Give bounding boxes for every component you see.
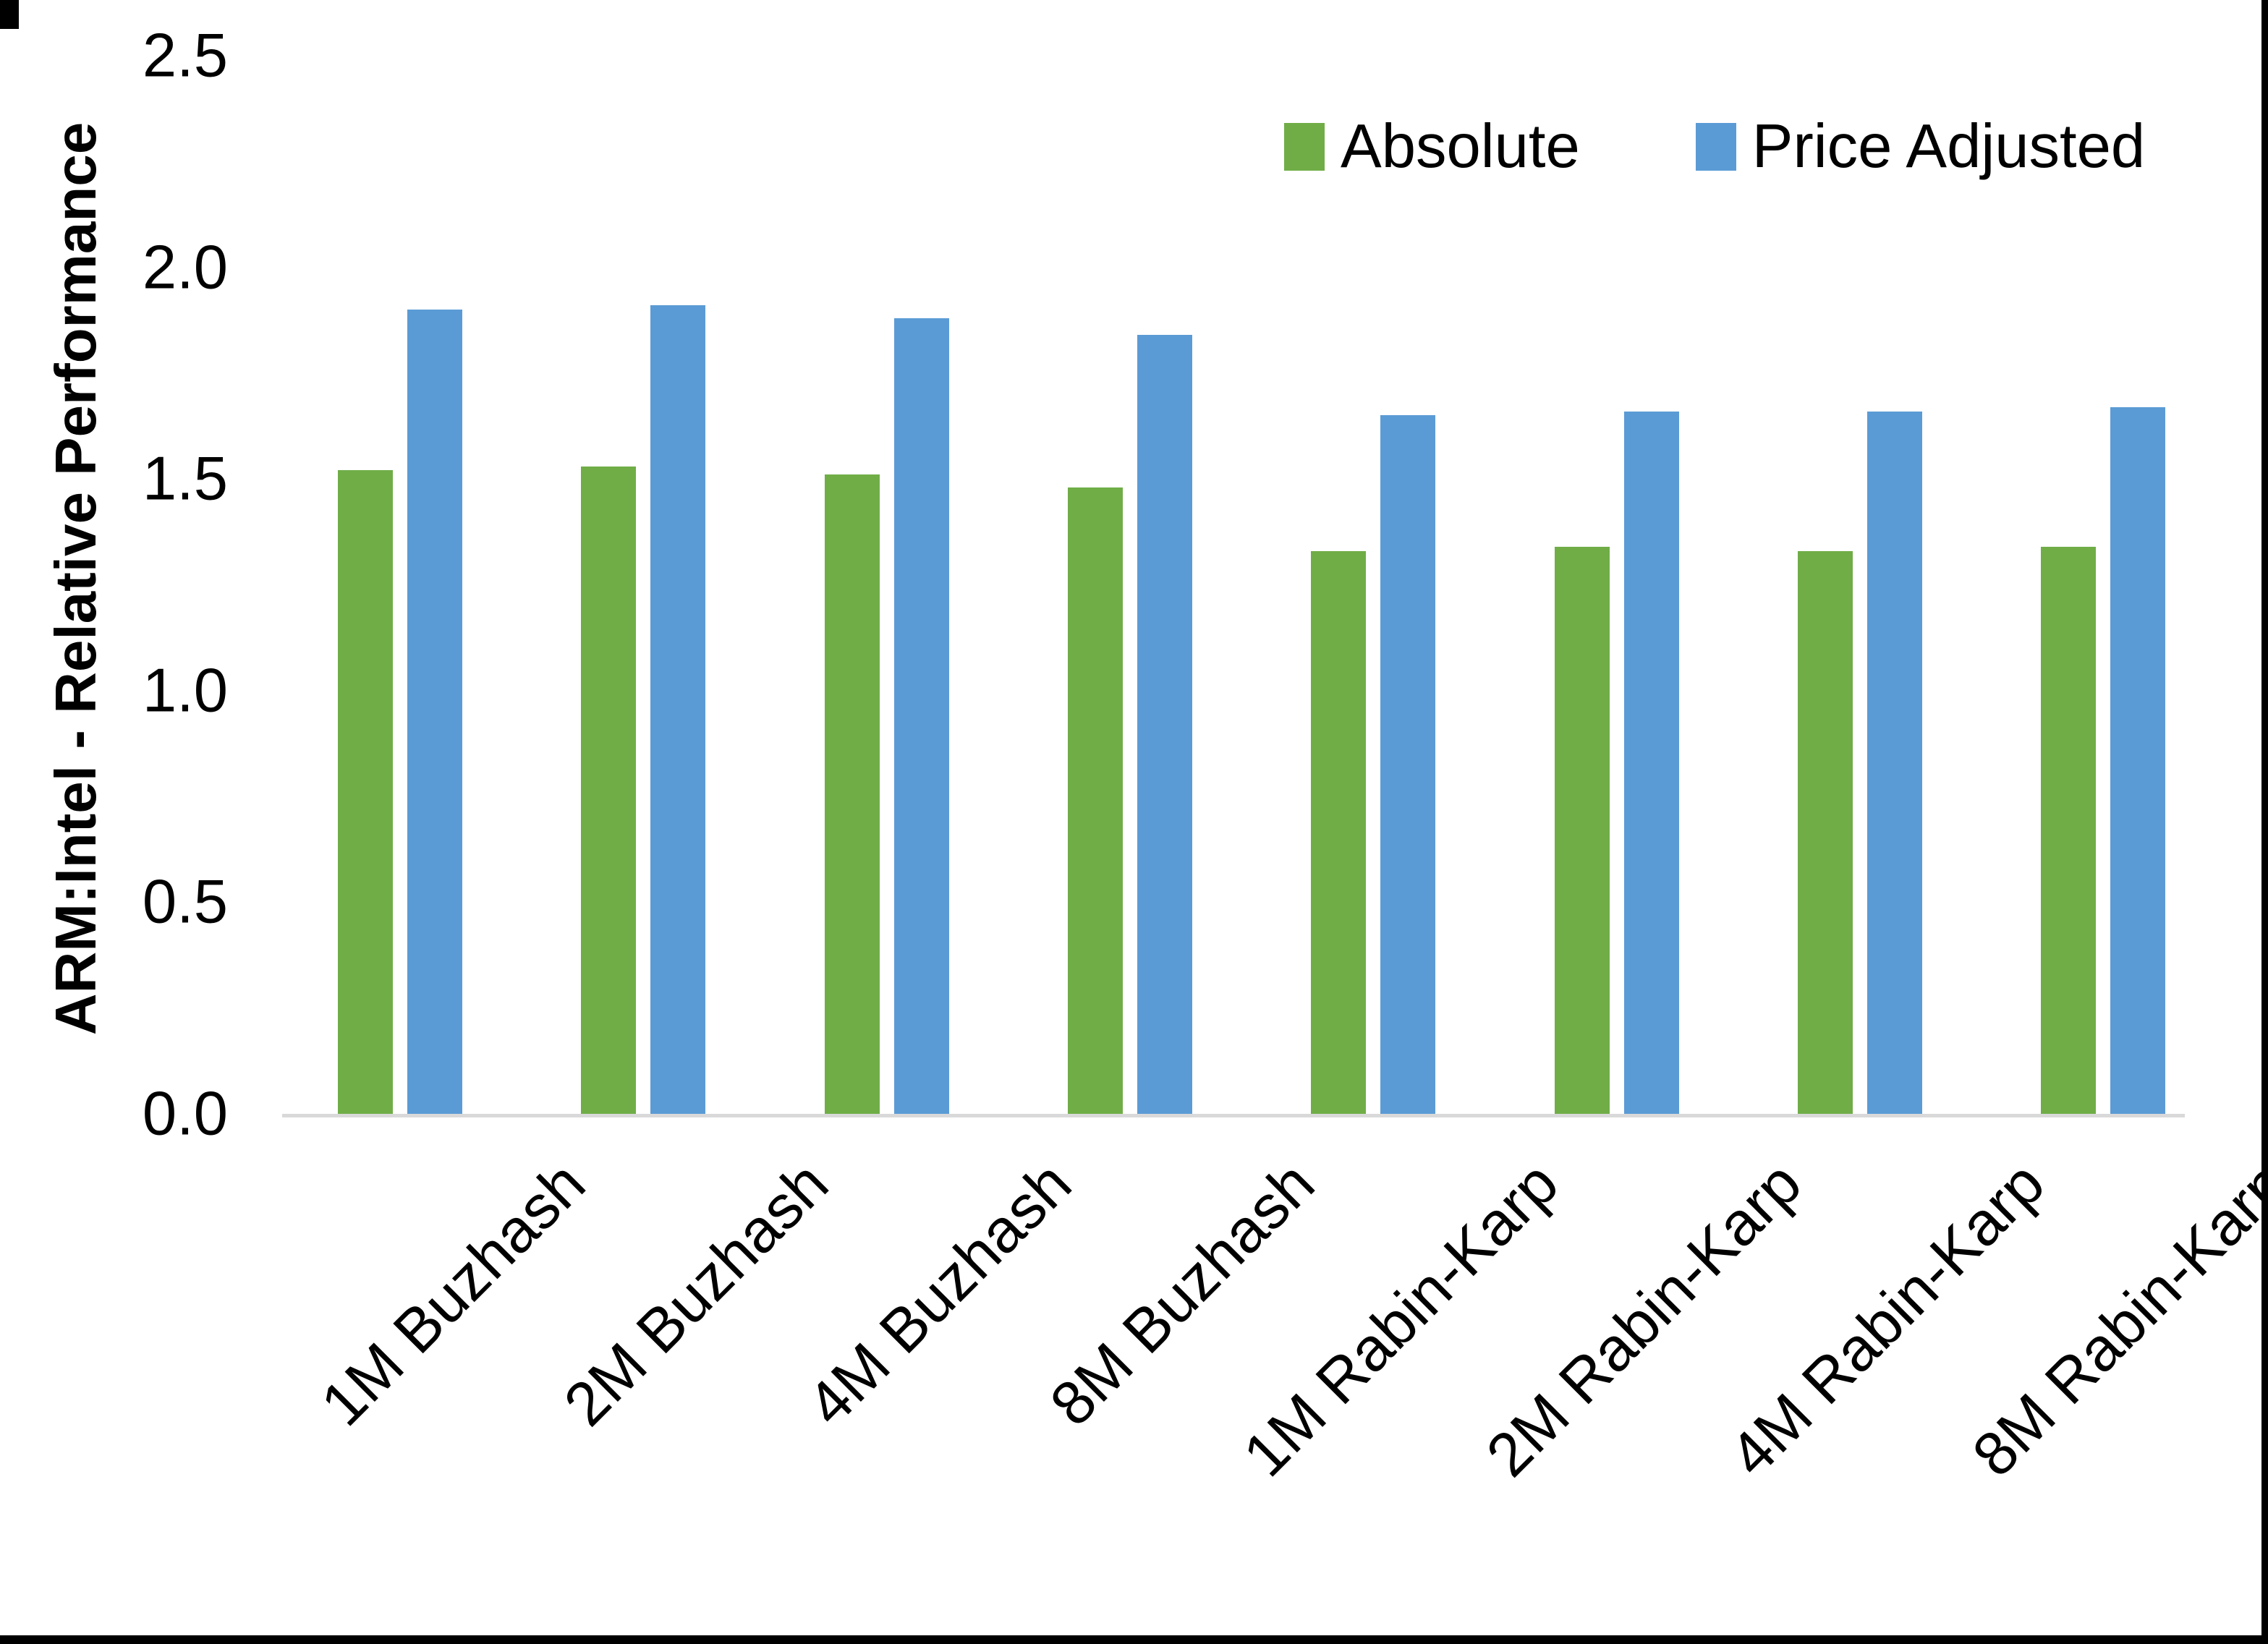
bar-price-adjusted [1137,335,1192,1114]
bar-price-adjusted [2110,406,2166,1114]
chart-legend: Absolute Price Adjusted [1284,116,2145,177]
y-tick-label: 1.0 [142,656,228,725]
screenshot-border-bottom [0,1635,2268,1644]
bar-absolute [581,466,637,1114]
x-category-label: 4M Buzhash [794,1149,1085,1439]
bar-absolute [1797,550,1853,1114]
y-tick-label: 0.0 [142,1079,228,1149]
bar-price-adjusted [1866,411,1922,1114]
y-tick-label: 0.5 [142,867,228,937]
screenshot-border-top-left [0,0,19,29]
bar-price-adjusted [1623,411,1679,1114]
bar-price-adjusted [1380,415,1436,1114]
x-category-label: 2M Buzhash [551,1149,841,1439]
y-tick-label: 2.5 [142,21,228,90]
bar-absolute [2041,546,2097,1114]
bar-absolute [338,470,393,1114]
bar-price-adjusted [650,305,706,1114]
legend-label: Price Adjusted [1751,112,2146,181]
bar-price-adjusted [407,310,462,1114]
legend-item: Price Adjusted [1695,112,2146,181]
legend-swatch-icon [1695,122,1736,171]
bar-absolute [824,474,880,1114]
bar-price-adjusted [893,318,949,1114]
legend-label: Absolute [1341,112,1580,181]
screenshot-border-right [2261,0,2268,1644]
bar-absolute [1554,546,1610,1114]
x-category-label: 1M Buzhash [307,1149,598,1439]
y-tick-label: 1.5 [142,444,228,514]
legend-item: Absolute [1284,116,1580,177]
bar-absolute [1311,550,1367,1114]
y-tick-label: 2.0 [142,233,228,302]
legend-swatch-icon [1284,122,1325,171]
x-axis-line [282,1114,2185,1117]
bar-absolute [1067,487,1123,1114]
